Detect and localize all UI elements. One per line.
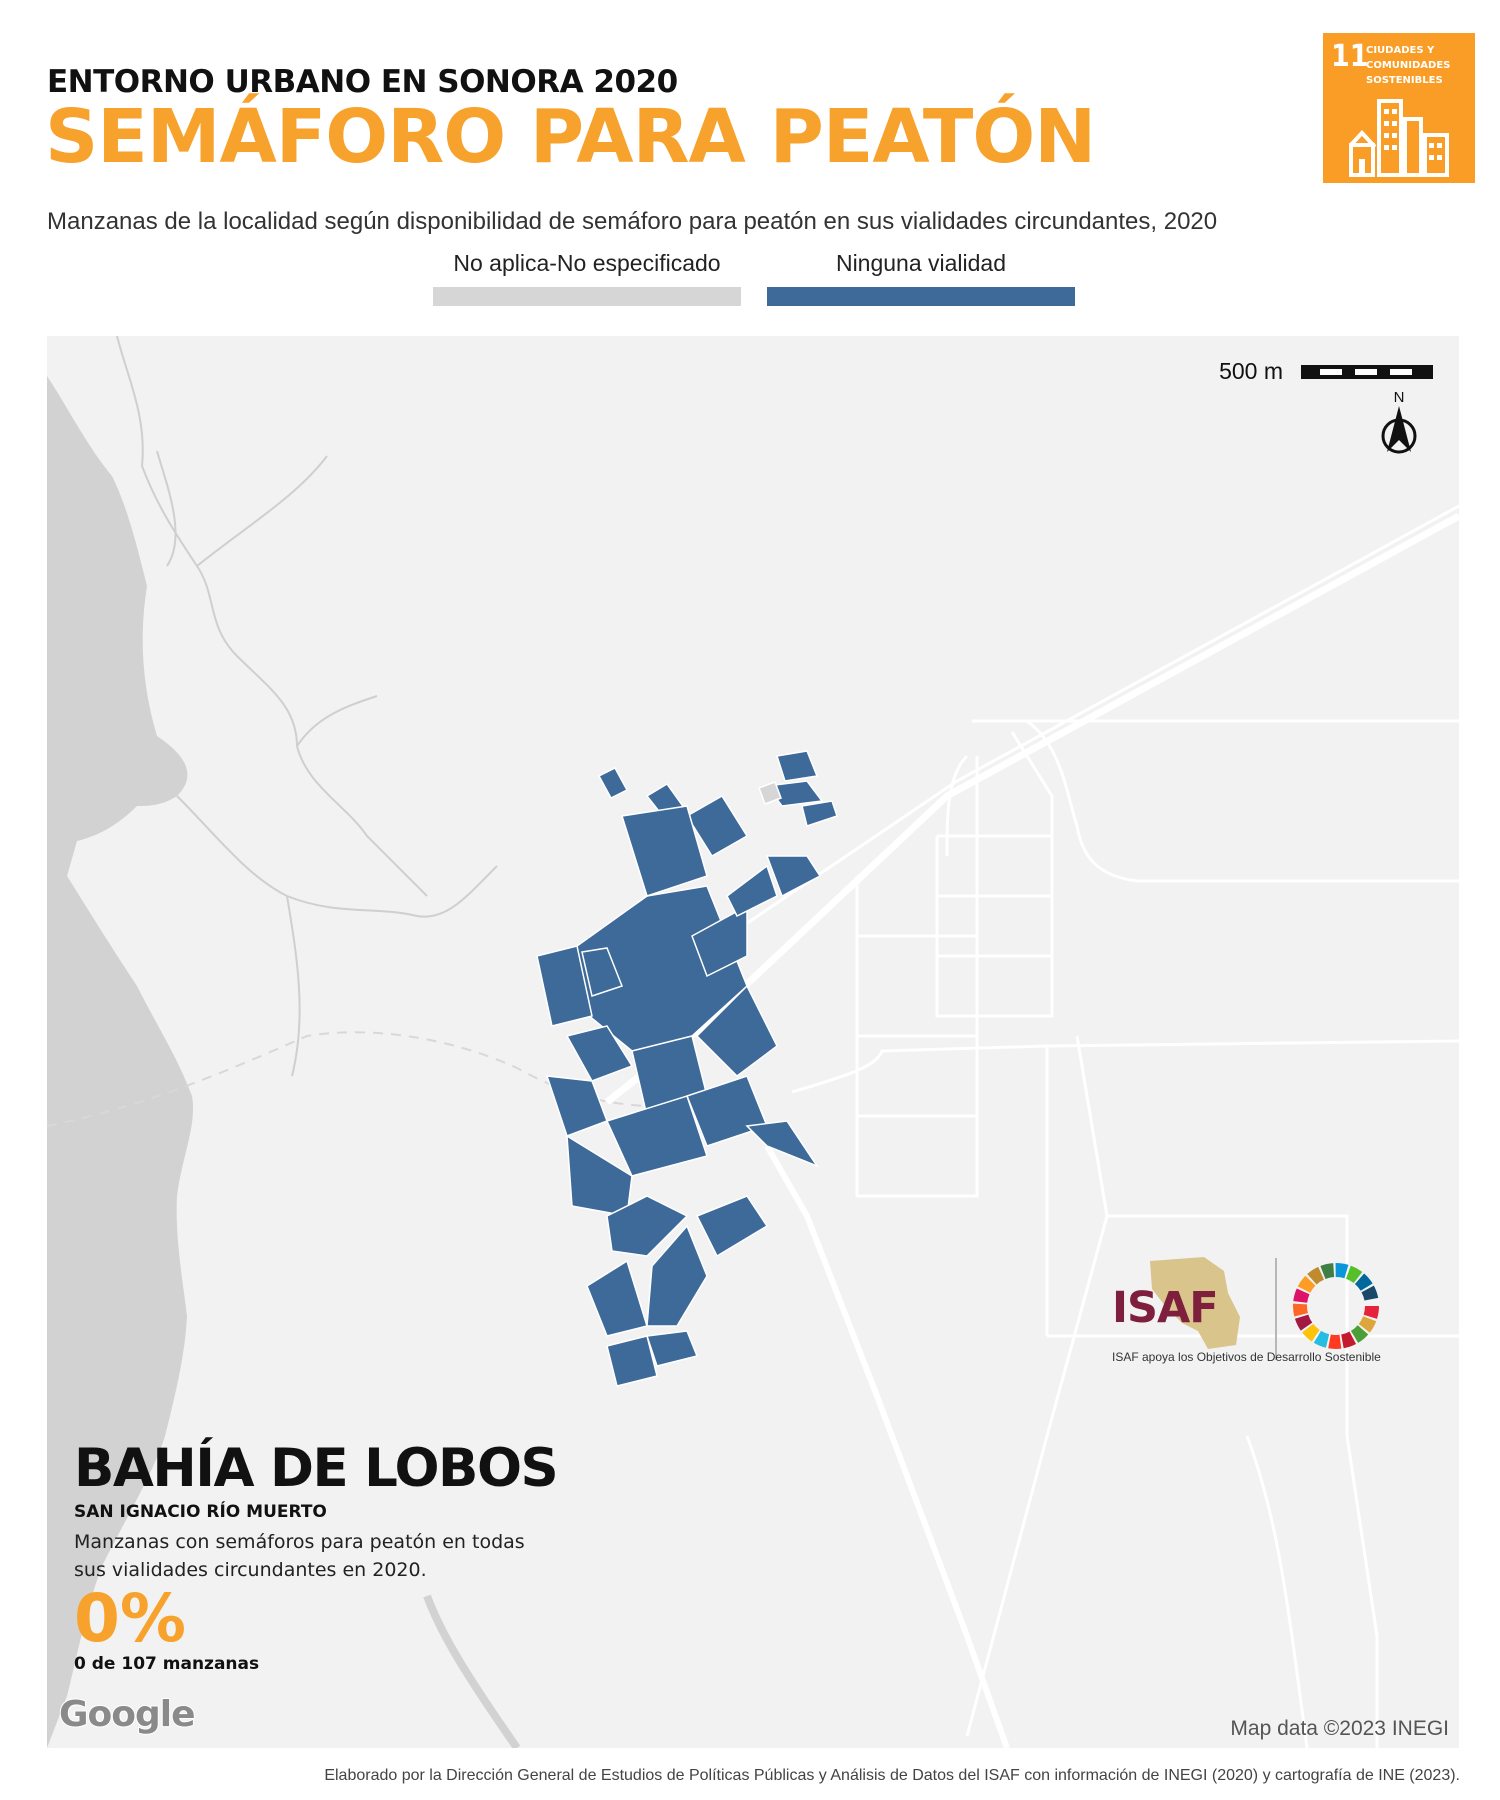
estuary-water bbox=[137, 736, 188, 806]
sdg-title: CIUDADES Y COMUNIDADES SOSTENIBLES bbox=[1366, 45, 1451, 86]
river-channel bbox=[423, 1594, 521, 1748]
report-kicker: ENTORNO URBANO EN SONORA 2020 bbox=[47, 64, 678, 100]
indicator-count: 0 de 107 manzanas bbox=[74, 1654, 260, 1674]
isaf-wordmark: ISAF bbox=[1112, 1283, 1219, 1333]
sonora-state-outline-icon bbox=[1150, 1257, 1240, 1349]
sdg-11-badge: 11 CIUDADES Y COMUNIDADES SOSTENIBLES bbox=[1323, 33, 1475, 183]
google-logo: Google bbox=[58, 1693, 197, 1736]
page-subtitle: Manzanas de la localidad según disponibi… bbox=[47, 208, 1218, 235]
sdg-wheel-icon bbox=[1293, 1263, 1379, 1349]
legend-item-ninguna-vialidad: Ninguna vialidad bbox=[767, 250, 1075, 306]
legend-swatch bbox=[767, 287, 1075, 306]
secondary-roads bbox=[791, 719, 1459, 1748]
map-data-credit: Map data ©2023 INEGI bbox=[1230, 1717, 1449, 1740]
highway-south bbox=[764, 1144, 1010, 1748]
scale-bar: 500 m bbox=[1219, 358, 1434, 385]
footer-source-note: Elaborado por la Dirección General de Es… bbox=[324, 1767, 1460, 1784]
municipality-name: SAN IGNACIO RÍO MUERTO bbox=[74, 1502, 327, 1522]
sdg-number: 11 bbox=[1331, 39, 1369, 74]
legend-swatch bbox=[433, 287, 741, 306]
sea-water bbox=[47, 376, 194, 1748]
legend-label: No aplica-No especificado bbox=[453, 250, 721, 276]
secondary-highway-lane bbox=[646, 504, 1459, 993]
legend-item-no-aplica: No aplica-No especificado bbox=[433, 250, 741, 306]
scale-label: 500 m bbox=[1219, 358, 1283, 384]
page-title: SEMÁFORO PARA PEATÓN bbox=[45, 94, 1096, 180]
locality-name: BAHÍA DE LOBOS bbox=[74, 1438, 559, 1499]
drainage-lines bbox=[116, 336, 498, 1077]
logo-divider bbox=[1275, 1258, 1277, 1360]
map[interactable]: 500 m N BAHÍA DE LOBOS SAN IGNACIO RÍO M… bbox=[47, 336, 1459, 1748]
north-arrow-icon: N bbox=[1381, 389, 1417, 454]
urban-blocks bbox=[536, 750, 838, 1387]
city-buildings-icon bbox=[1349, 99, 1449, 177]
isaf-logo: ISAF bbox=[1112, 1253, 1260, 1351]
indicator-description: Manzanas con semáforos para peatón en to… bbox=[74, 1531, 525, 1581]
scale-bar-icon bbox=[1301, 364, 1433, 379]
unknown-blocks bbox=[758, 781, 782, 805]
legend-label: Ninguna vialidad bbox=[835, 250, 1007, 276]
isaf-tagline: ISAF apoya los Objetivos de Desarrollo S… bbox=[1112, 1350, 1381, 1364]
north-label: N bbox=[1394, 389, 1405, 406]
base-map bbox=[47, 336, 1459, 1748]
indicator-percent: 0% bbox=[74, 1580, 187, 1657]
